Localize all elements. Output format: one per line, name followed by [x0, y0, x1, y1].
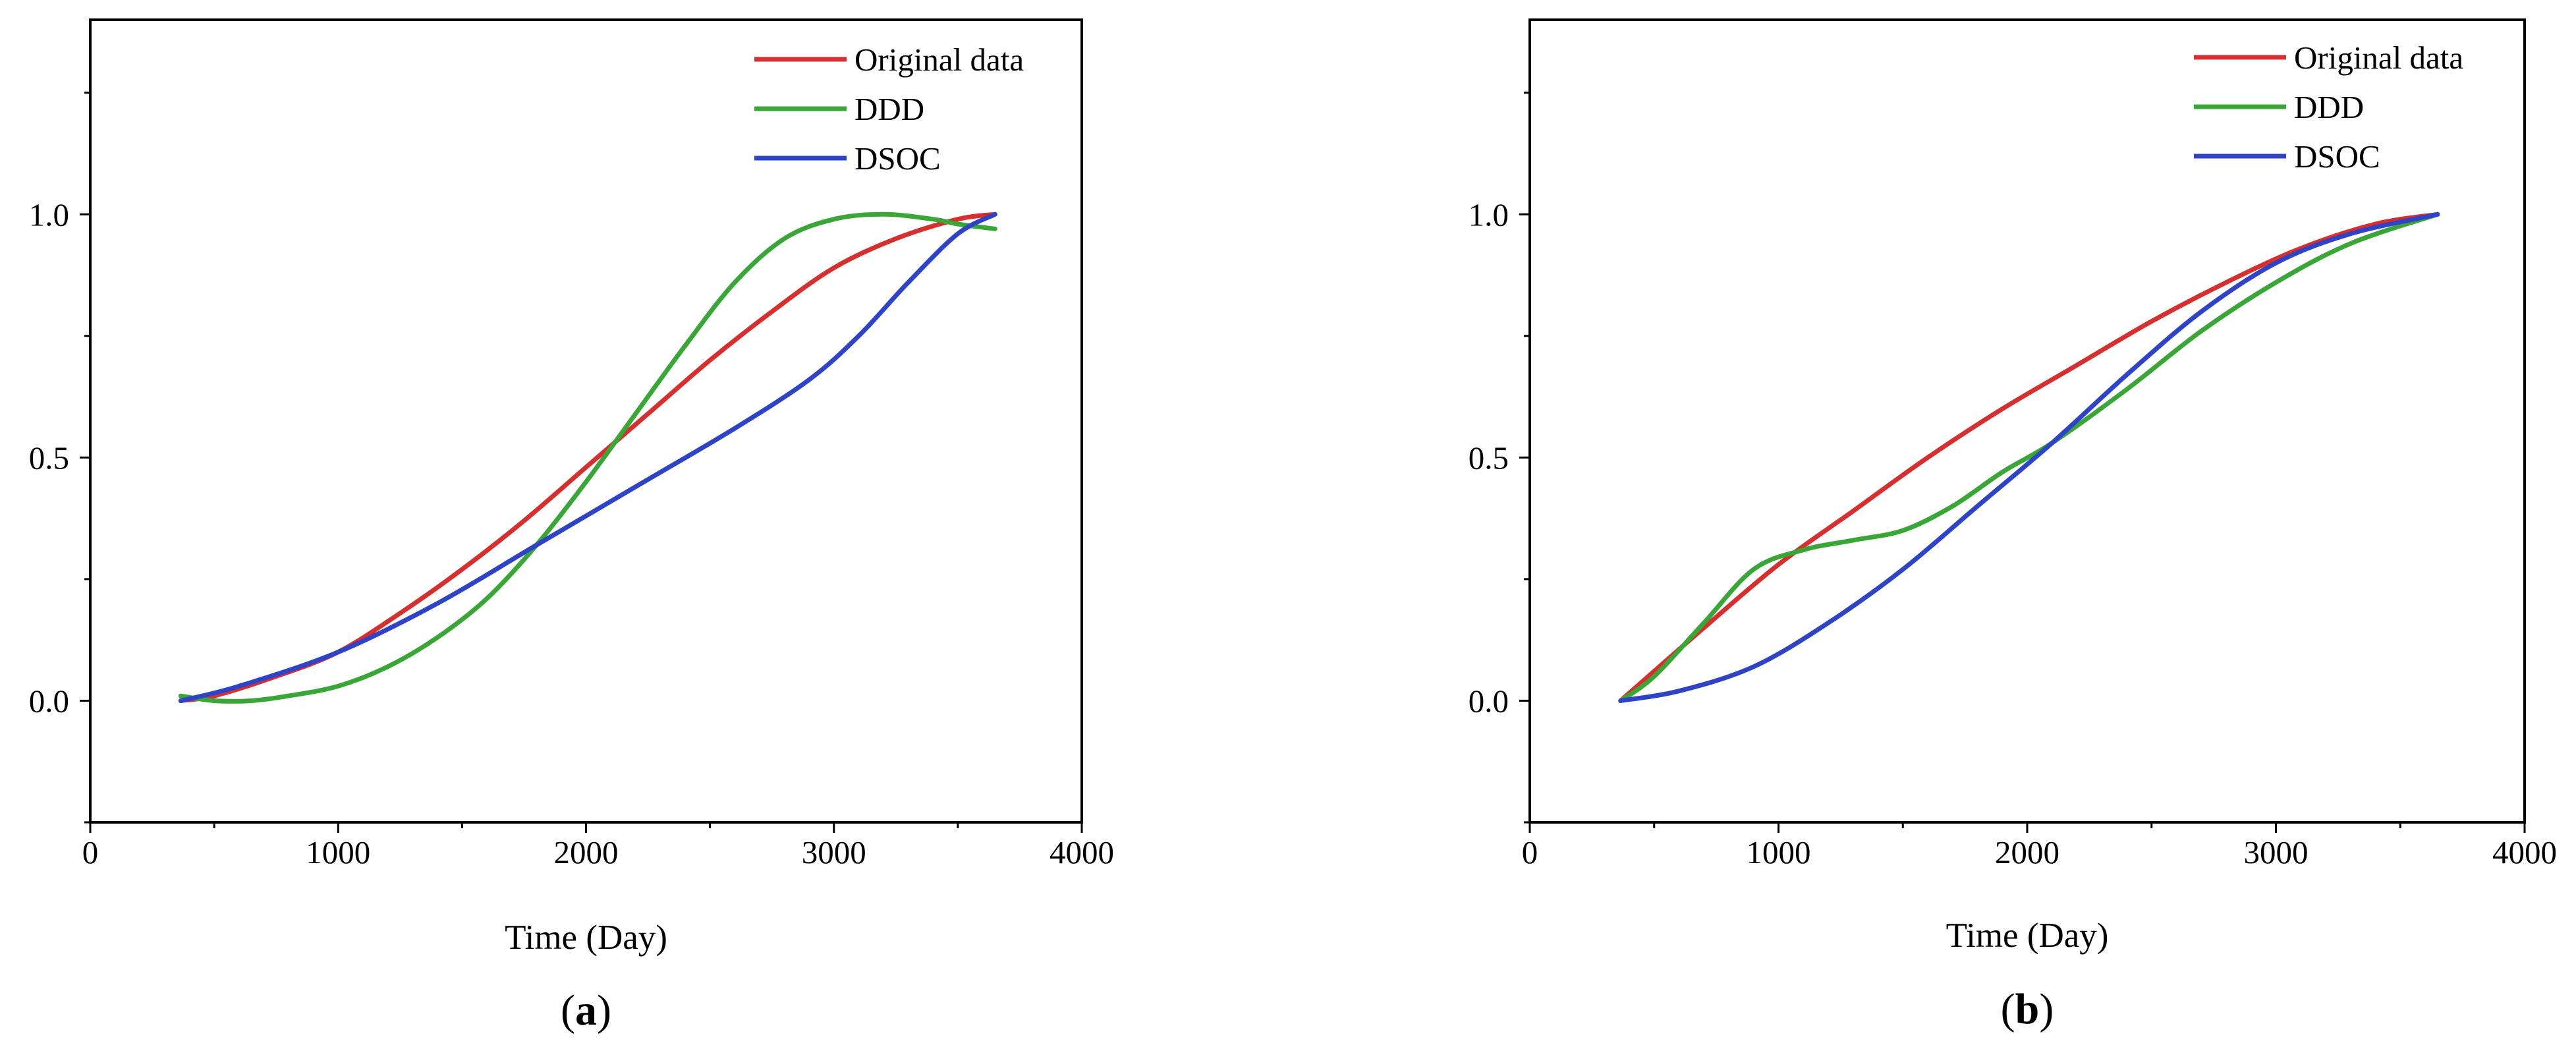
x-tick-label: 4000	[2492, 834, 2557, 870]
y-tick-label: 0.5	[1469, 439, 1509, 476]
series-line-dsoc	[178, 212, 997, 703]
y-tick-label: 0.5	[29, 439, 69, 476]
y-tick-label: 0.0	[29, 683, 69, 719]
x-tick-label: 3000	[802, 834, 866, 870]
series-line-ddd	[178, 212, 997, 704]
legend-label: DSOC	[854, 140, 941, 177]
x-axis-title: Time (Day)	[505, 919, 667, 957]
panel-label: (b)	[2001, 985, 2054, 1033]
x-tick-label: 2000	[1995, 834, 2059, 870]
legend-label: Original data	[854, 42, 1024, 78]
x-axis-title: Time (Day)	[1946, 917, 2109, 955]
panel-label: (a)	[561, 986, 611, 1034]
series-line-original-data	[178, 212, 997, 703]
x-tick-label: 4000	[1050, 834, 1114, 870]
legend-label: DDD	[2294, 89, 2364, 125]
legend: Original data DDD DSOC	[754, 42, 1024, 177]
legend-label: DDD	[854, 91, 924, 127]
panel-a: 0 1000 2000 3000 4000 0.0 0.5 1.0 Original data D…	[29, 18, 1114, 1034]
x-tick-label: 3000	[2244, 834, 2309, 870]
legend-label: DSOC	[2294, 138, 2380, 175]
x-tick-label: 1000	[306, 834, 370, 870]
legend: Original data DDD DSOC	[2194, 40, 2463, 175]
panel-b: 0 1000 2000 3000 4000 0.0 0.5 1.0 Original data D…	[1469, 18, 2557, 1033]
series-line-original-data	[1618, 212, 2440, 703]
y-tick-label: 0.0	[1469, 683, 1509, 719]
legend-label: Original data	[2294, 40, 2463, 76]
series-line-dsoc	[1618, 212, 2440, 703]
series-line-ddd	[1618, 212, 2440, 703]
y-tick-label: 1.0	[1469, 196, 1509, 233]
x-tick-label: 0	[1522, 834, 1538, 870]
x-tick-label: 1000	[1747, 834, 1811, 870]
x-tick-label: 0	[82, 834, 99, 870]
x-tick-label: 2000	[554, 834, 619, 870]
y-tick-label: 1.0	[29, 196, 69, 233]
